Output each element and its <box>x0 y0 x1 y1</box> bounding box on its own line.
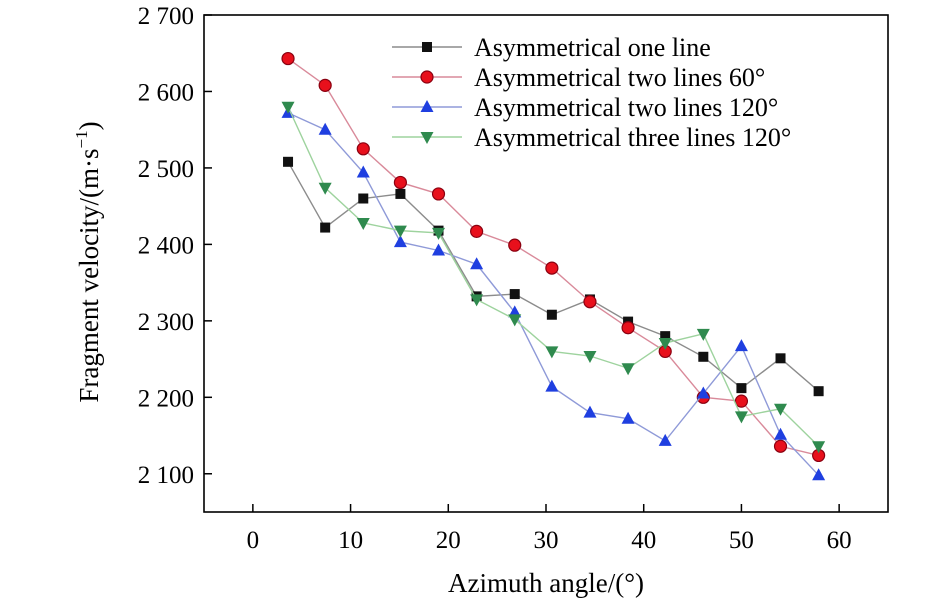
data-point <box>775 353 786 364</box>
data-point <box>318 78 332 92</box>
data-point <box>698 351 709 362</box>
legend-marker <box>420 100 434 112</box>
y-tick-label: 2 100 <box>138 462 194 489</box>
data-point <box>734 411 748 424</box>
y-tick-label: 2 200 <box>138 385 194 412</box>
data-point <box>358 193 369 204</box>
y-tick-label: 2 600 <box>138 79 194 106</box>
legend-label: Asymmetrical three lines 120° <box>474 123 791 152</box>
data-point <box>395 188 406 199</box>
data-point <box>393 235 407 248</box>
y-axis-ticks: 2 100 2 200 2 300 2 400 2 500 2 600 2 700 <box>138 3 212 489</box>
legend-marker <box>420 132 434 144</box>
data-point <box>583 295 597 309</box>
data-point <box>812 441 826 454</box>
legend-entry: Asymmetrical three lines 120° <box>392 123 791 152</box>
data-point <box>621 363 635 376</box>
y-tick-label: 2 300 <box>138 309 194 336</box>
data-point <box>660 331 671 342</box>
y-axis-label-main: Fragment velocity/(m·s <box>74 148 104 402</box>
legend-marker <box>420 70 434 84</box>
data-point <box>621 411 635 424</box>
data-point <box>393 225 407 238</box>
x-axis-label: Azimuth angle/(°) <box>448 568 644 598</box>
data-point <box>281 101 295 114</box>
y-tick-label: 2 400 <box>138 232 194 259</box>
data-point <box>734 394 749 408</box>
data-point <box>509 289 520 300</box>
series-1 <box>283 156 824 397</box>
x-axis-ticks: 0 10 20 30 40 50 60 <box>247 504 852 554</box>
x-tick-label: 60 <box>827 527 852 554</box>
data-point <box>356 142 370 156</box>
x-tick-label: 30 <box>534 527 559 554</box>
data-point <box>545 346 559 359</box>
data-point <box>773 439 788 453</box>
data-point <box>470 224 484 238</box>
data-point <box>736 383 747 394</box>
legend-entry: Asymmetrical two lines 120° <box>392 93 778 122</box>
data-point <box>734 339 748 352</box>
x-tick-label: 50 <box>729 527 754 554</box>
data-point <box>356 217 370 230</box>
legend-label: Asymmetrical one line <box>474 33 711 62</box>
series-line <box>287 112 820 476</box>
data-point <box>658 433 672 446</box>
x-tick-label: 0 <box>247 527 260 554</box>
data-point <box>812 468 826 481</box>
data-point <box>432 227 446 240</box>
data-point <box>470 294 484 307</box>
y-axis-label-exponent: −1 <box>72 130 91 148</box>
legend-label: Asymmetrical two lines 60° <box>474 63 765 92</box>
data-point <box>774 427 788 440</box>
data-point <box>545 379 559 392</box>
legend-entry: Asymmetrical one line <box>392 33 711 62</box>
data-point <box>508 238 522 252</box>
data-point <box>320 222 331 233</box>
data-point <box>318 182 332 195</box>
legend-marker <box>422 42 432 52</box>
series-layer <box>281 51 826 481</box>
series-4 <box>281 101 826 454</box>
data-point <box>356 165 370 178</box>
x-tick-label: 40 <box>631 527 656 554</box>
y-tick-label: 2 500 <box>138 156 194 183</box>
legend-entry: Asymmetrical two lines 60° <box>392 63 765 92</box>
data-point <box>432 243 446 256</box>
data-point <box>774 403 788 416</box>
data-point <box>813 386 824 397</box>
data-point <box>546 309 557 320</box>
y-axis-label-tail: ) <box>74 121 104 130</box>
y-axis-label: Fragment velocity/(m·s−1) <box>72 121 104 402</box>
data-point <box>470 257 484 270</box>
data-point <box>393 175 408 190</box>
data-point <box>621 321 635 335</box>
y-tick-label: 2 700 <box>138 3 194 30</box>
data-point <box>508 314 522 327</box>
data-point <box>658 338 672 351</box>
x-tick-label: 10 <box>338 527 363 554</box>
data-point <box>583 405 597 418</box>
data-point <box>696 386 710 399</box>
x-tick-label: 20 <box>436 527 461 554</box>
data-point <box>583 351 597 364</box>
series-3 <box>281 105 826 481</box>
legend-label: Asymmetrical two lines 120° <box>474 93 778 122</box>
data-point <box>281 51 295 66</box>
data-point <box>696 328 710 341</box>
data-point <box>431 187 446 201</box>
data-point <box>318 122 332 135</box>
data-point <box>545 261 559 275</box>
data-point <box>283 156 294 167</box>
